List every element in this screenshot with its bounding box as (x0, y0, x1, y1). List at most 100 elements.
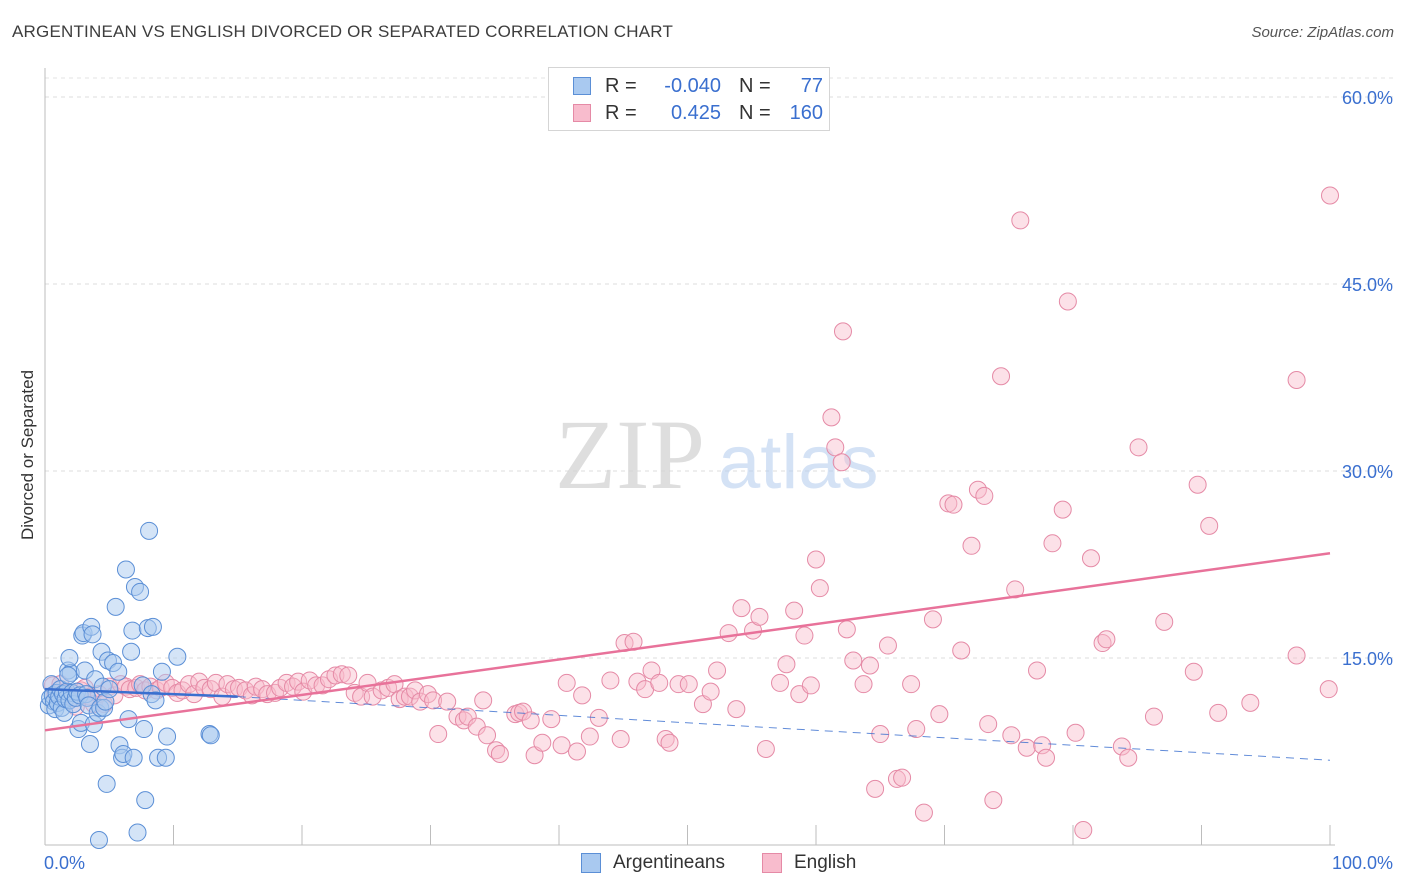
x-tick-label: 0.0% (44, 853, 85, 873)
english-point (902, 675, 921, 694)
english-point (1119, 748, 1138, 767)
english-point (923, 610, 942, 629)
english-point (660, 733, 679, 752)
english-point (719, 624, 738, 643)
x-tick-labels: 0.0% 100.0% (44, 853, 1393, 873)
argentinean-point (59, 666, 78, 685)
english-point (907, 720, 926, 739)
english-point (810, 579, 829, 598)
english-point (163, 678, 182, 697)
argentinean-point (122, 642, 141, 661)
english-point (854, 675, 873, 694)
argentinean-trend-dashed (237, 696, 1331, 761)
english-point (601, 671, 620, 690)
english-point (1053, 500, 1072, 519)
english-point (979, 715, 998, 734)
english-point (650, 673, 669, 692)
english-point (732, 599, 751, 618)
argentinean-point (124, 748, 143, 767)
english-point (992, 367, 1011, 386)
english-point (552, 736, 571, 755)
argentinean-point (152, 662, 171, 681)
english-point (1200, 516, 1219, 535)
english-point (611, 730, 630, 749)
y-tick-label: 30.0% (1342, 462, 1393, 482)
chart-title: ARGENTINEAN VS ENGLISH DIVORCED OR SEPAR… (12, 22, 674, 41)
y-tick-label: 15.0% (1342, 649, 1393, 669)
english-point (984, 791, 1003, 810)
english-point (1287, 370, 1306, 389)
english-point (179, 675, 198, 694)
english-point (826, 438, 845, 457)
trend-lines (44, 552, 1331, 761)
english-point (1028, 661, 1047, 680)
argentinean-point (89, 831, 108, 850)
english-point (795, 626, 814, 645)
argentinean-point (168, 647, 187, 666)
argentinean-point (128, 823, 147, 842)
y-tick-label: 45.0% (1342, 275, 1393, 295)
watermark: ZIP atlas (555, 399, 879, 510)
watermark-zip: ZIP (555, 399, 705, 510)
english-point (801, 676, 820, 695)
english-point (429, 725, 448, 744)
english-point (822, 408, 841, 427)
english-point (860, 656, 879, 675)
axes (44, 68, 1335, 846)
english-point (289, 672, 308, 691)
english-point (1017, 738, 1036, 757)
english-point (1011, 211, 1030, 230)
legend-label: Argentineans (613, 852, 725, 873)
correlation-legend: R = -0.040 N = 77 R = 0.425 N = 160 (548, 67, 830, 131)
r-label: R = (605, 101, 637, 124)
n-value: 77 (800, 74, 823, 97)
english-trend (44, 552, 1331, 732)
english-point (837, 620, 856, 639)
english-point (962, 536, 981, 555)
english-point (771, 673, 790, 692)
english-point (866, 779, 885, 798)
english-point (521, 711, 540, 730)
english-point (930, 705, 949, 724)
argentinean-point (80, 735, 99, 754)
english-point (1321, 186, 1339, 205)
y-tick-label: 60.0% (1342, 88, 1393, 108)
english-point (339, 666, 358, 685)
n-value: 160 (789, 101, 823, 124)
blue-swatch (581, 853, 601, 873)
english-point (701, 682, 720, 701)
argentinean-point (116, 560, 135, 579)
argentinean-point (143, 617, 162, 636)
english-point (756, 740, 775, 759)
argentinean-point (156, 748, 175, 767)
english-point (542, 710, 561, 729)
english-point (1006, 580, 1025, 599)
legend-item-argentineans[interactable]: Argentineans (581, 852, 725, 874)
argentinean-point (158, 727, 177, 746)
watermark-atlas: atlas (718, 420, 879, 505)
english-point (390, 690, 409, 709)
n-label: N = (739, 101, 771, 124)
english-point (1241, 693, 1260, 712)
english-point (1097, 630, 1116, 649)
legend-row-english: R = 0.425 N = 160 (573, 100, 823, 126)
legend-label: English (794, 852, 857, 873)
english-point (1037, 748, 1056, 767)
english-point (1144, 707, 1163, 726)
r-value: -0.040 (664, 74, 721, 97)
argentinean-point (60, 649, 79, 667)
source-label: Source: ZipAtlas.com (1251, 24, 1394, 41)
english-point (438, 692, 457, 711)
english-point (1184, 662, 1203, 681)
english-points (43, 186, 1339, 840)
english-point (1066, 723, 1085, 742)
argentinean-point (106, 597, 125, 616)
argentinean-point (146, 691, 165, 710)
argentinean-point (109, 662, 128, 681)
legend-item-english[interactable]: English (762, 852, 856, 874)
argentinean-point (140, 521, 159, 540)
english-point (832, 453, 851, 472)
pink-swatch (762, 853, 782, 873)
n-label: N = (739, 74, 771, 97)
english-point (679, 675, 698, 694)
